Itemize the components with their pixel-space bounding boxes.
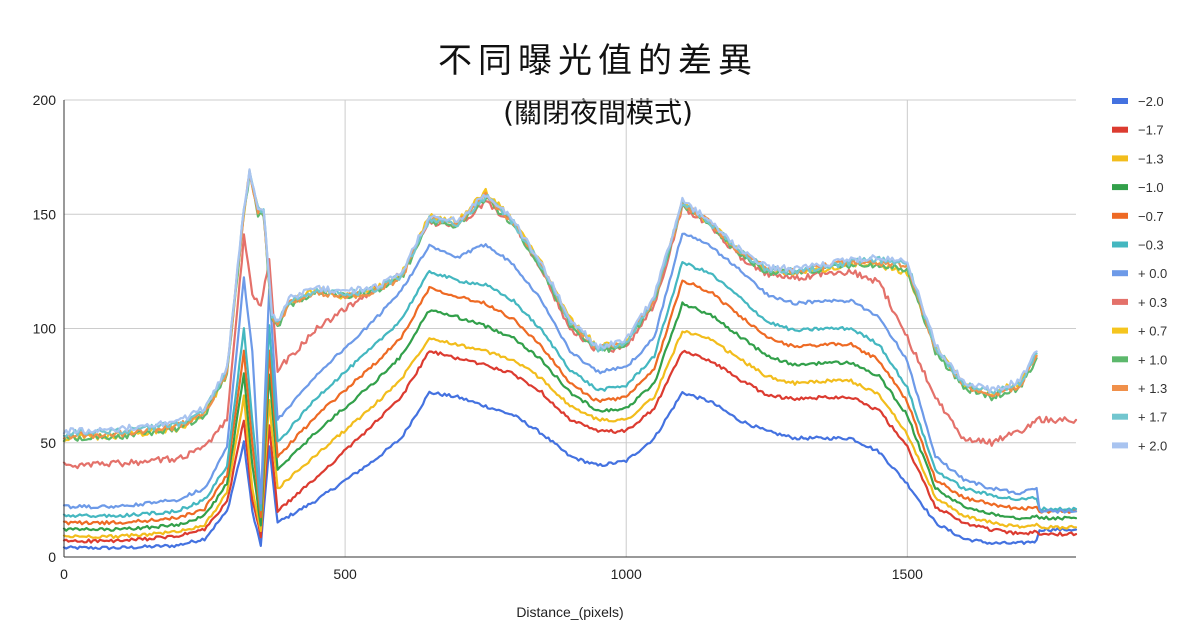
- legend-label: + 1.0: [1138, 352, 1167, 367]
- x-tick-label: 500: [333, 566, 357, 582]
- legend-item: + 1.0: [1112, 352, 1167, 367]
- legend-swatch: [1112, 270, 1128, 277]
- legend-swatch: [1112, 184, 1128, 191]
- y-tick-label: 100: [33, 321, 57, 337]
- legend-swatch: [1112, 442, 1128, 449]
- series-line-7: [62, 199, 1078, 470]
- plot-series: [62, 168, 1078, 551]
- chart-title: 不同曝光值的差異: [438, 41, 758, 81]
- series-line-6: [62, 232, 1078, 514]
- legend-item: −1.3: [1112, 151, 1164, 166]
- axes: [63, 100, 1076, 558]
- legend-item: −1.7: [1112, 123, 1164, 138]
- chart-subtitle: (關閉夜間模式): [503, 96, 693, 129]
- y-tick-label: 200: [33, 92, 57, 108]
- legend-item: −0.7: [1112, 209, 1164, 224]
- legend-label: + 2.0: [1138, 438, 1167, 453]
- legend-label: + 1.7: [1138, 410, 1167, 425]
- series-line-0: [62, 390, 1078, 551]
- legend-label: −1.0: [1138, 180, 1164, 195]
- series-line-5: [62, 261, 1078, 519]
- x-tick-label: 0: [60, 566, 68, 582]
- legend-label: + 0.7: [1138, 324, 1167, 339]
- legend-item: + 1.7: [1112, 410, 1167, 425]
- legend-swatch: [1112, 385, 1128, 391]
- x-tick-label: 1000: [611, 566, 642, 582]
- legend-item: + 2.0: [1112, 438, 1167, 453]
- legend-label: −0.7: [1138, 209, 1164, 224]
- legend-swatch: [1112, 413, 1128, 420]
- legend-swatch: [1112, 126, 1128, 133]
- legend-item: + 0.7: [1112, 324, 1167, 339]
- legend-swatch: [1112, 155, 1128, 162]
- series-line-12: [62, 168, 1038, 436]
- series-line-11: [62, 169, 1038, 438]
- x-axis-label: Distance_(pixels): [516, 604, 623, 620]
- legend-label: −1.3: [1138, 151, 1164, 166]
- legend-label: + 0.3: [1138, 295, 1167, 310]
- legend-swatch: [1112, 356, 1128, 363]
- series-line-4: [62, 279, 1078, 526]
- legend-label: −1.7: [1138, 123, 1164, 138]
- series-line-2: [62, 330, 1078, 540]
- legend-swatch: [1112, 212, 1128, 219]
- y-tick-label: 50: [40, 435, 56, 451]
- legend-swatch: [1112, 327, 1128, 334]
- legend-label: + 0.0: [1138, 266, 1167, 281]
- legend-item: −2.0: [1112, 94, 1164, 109]
- legend-label: −2.0: [1138, 94, 1164, 109]
- legend-item: + 0.3: [1112, 295, 1167, 310]
- x-tick-label: 1500: [892, 566, 923, 582]
- legend-label: + 1.3: [1138, 381, 1167, 396]
- legend-swatch: [1112, 298, 1128, 305]
- legend-label: −0.3: [1138, 238, 1164, 253]
- tick-labels: 0 50 100 150 200 0 500 1000 1500: [33, 92, 923, 582]
- series-line-3: [62, 301, 1078, 532]
- y-tick-label: 0: [48, 549, 56, 565]
- legend-swatch: [1112, 98, 1128, 104]
- legend-item: −0.3: [1112, 238, 1164, 253]
- y-tick-label: 150: [33, 206, 57, 222]
- legend-item: −1.0: [1112, 180, 1164, 195]
- legend: −2.0 −1.7 −1.3 −1.0 −0.7 −0.3 + 0.0 + 0.3 + 0.7 +…: [1112, 94, 1167, 453]
- legend-item: + 1.3: [1112, 381, 1167, 396]
- legend-swatch: [1112, 241, 1128, 248]
- legend-item: + 0.0: [1112, 266, 1167, 281]
- series-line-1: [62, 349, 1078, 544]
